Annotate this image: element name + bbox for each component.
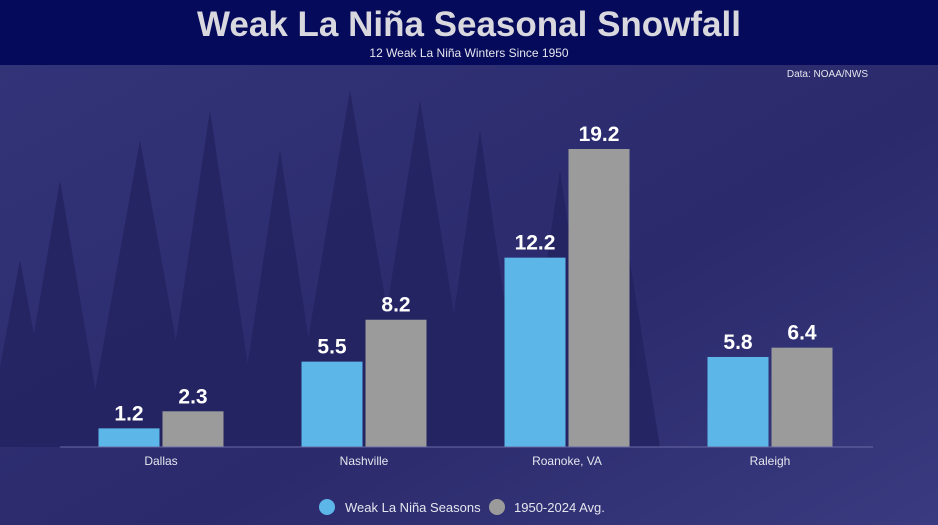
- data-label: 2.3: [178, 385, 207, 408]
- x-tick-label: Dallas: [144, 454, 177, 468]
- chart-title: Weak La Niña Seasonal Snowfall: [197, 5, 741, 44]
- tree-shape: [435, 130, 525, 447]
- tree-shape: [85, 140, 195, 447]
- tree-shape: [0, 260, 55, 447]
- x-tick-label: Roanoke, VA: [532, 454, 602, 468]
- source-note: Data: NOAA/NWS: [787, 69, 868, 80]
- data-label: 5.5: [317, 336, 347, 359]
- chart-subtitle: 12 Weak La Niña Winters Since 1950: [369, 46, 569, 60]
- tree-shape: [160, 110, 260, 447]
- bar-weak-la-nina: [707, 356, 769, 447]
- legend-label-average: 1950-2024 Avg.: [514, 500, 605, 515]
- legend-label-weak-la-nina: Weak La Niña Seasons: [345, 500, 481, 515]
- legend-swatch-average: [489, 499, 505, 515]
- data-label: 5.8: [723, 331, 753, 354]
- legend-swatch-weak-la-nina: [319, 499, 335, 515]
- bar-average: [365, 319, 427, 447]
- header-bar: [0, 0, 938, 65]
- bar-average: [771, 347, 833, 447]
- legend: Weak La Niña Seasons 1950-2024 Avg.: [319, 499, 605, 515]
- bar-weak-la-nina: [504, 257, 566, 447]
- x-tick-label: Nashville: [340, 454, 389, 468]
- x-tick-label: Raleigh: [750, 454, 791, 468]
- bar-average: [162, 411, 224, 447]
- bar-weak-la-nina: [301, 361, 363, 447]
- data-label: 12.2: [515, 232, 556, 255]
- data-label: 8.2: [381, 294, 410, 317]
- data-label: 19.2: [579, 123, 620, 146]
- data-label: 1.2: [114, 402, 143, 425]
- bar-average: [568, 149, 630, 447]
- data-label: 6.4: [787, 322, 817, 345]
- bar-weak-la-nina: [98, 428, 160, 447]
